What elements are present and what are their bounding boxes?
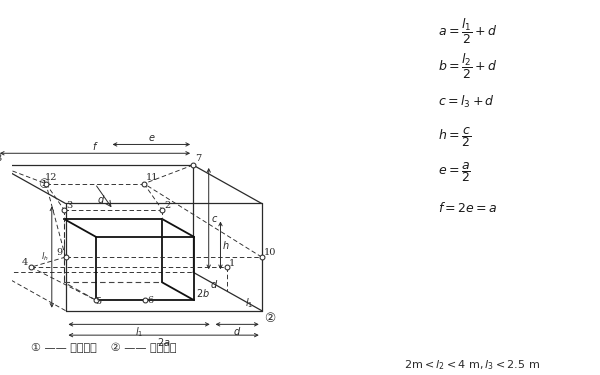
Text: ①: ① bbox=[38, 178, 50, 191]
Text: $f$: $f$ bbox=[92, 140, 98, 152]
Text: $d$: $d$ bbox=[233, 326, 241, 338]
Text: 1: 1 bbox=[229, 259, 235, 268]
Text: $b=\dfrac{l_2}{2}+d$: $b=\dfrac{l_2}{2}+d$ bbox=[438, 52, 498, 81]
Text: $2b$: $2b$ bbox=[196, 287, 210, 299]
Text: $c$: $c$ bbox=[211, 214, 218, 223]
Text: 9: 9 bbox=[57, 248, 63, 257]
Text: $h=\dfrac{c}{2}$: $h=\dfrac{c}{2}$ bbox=[438, 125, 472, 149]
Text: $c=l_3+d$: $c=l_3+d$ bbox=[438, 94, 495, 110]
Text: $d$: $d$ bbox=[97, 193, 105, 205]
Text: 7: 7 bbox=[195, 154, 201, 163]
Text: $a=\dfrac{l_1}{2}+d$: $a=\dfrac{l_1}{2}+d$ bbox=[438, 16, 497, 46]
Text: $2a$: $2a$ bbox=[157, 336, 170, 348]
Text: $f=2e=a$: $f=2e=a$ bbox=[438, 201, 498, 214]
Text: 8: 8 bbox=[0, 154, 1, 163]
Text: 6: 6 bbox=[147, 296, 153, 305]
Text: $l_1$: $l_1$ bbox=[245, 296, 253, 310]
Text: $e$: $e$ bbox=[148, 134, 155, 144]
Text: ① —— 发动机侧    ② —— 发电机侧: ① —— 发动机侧 ② —— 发电机侧 bbox=[31, 343, 177, 353]
Text: 12: 12 bbox=[45, 173, 58, 182]
Text: $l_h$: $l_h$ bbox=[41, 251, 49, 263]
Text: $h$: $h$ bbox=[223, 239, 230, 251]
Text: ②: ② bbox=[264, 312, 275, 325]
Text: $l_1$: $l_1$ bbox=[135, 326, 143, 339]
Text: $d$: $d$ bbox=[211, 278, 218, 290]
Text: 10: 10 bbox=[263, 248, 276, 257]
Text: 4: 4 bbox=[22, 258, 28, 267]
Text: 5: 5 bbox=[95, 297, 101, 306]
Text: $e=\dfrac{a}{2}$: $e=\dfrac{a}{2}$ bbox=[438, 160, 471, 184]
Text: 3: 3 bbox=[66, 201, 72, 210]
Text: 2: 2 bbox=[164, 201, 170, 210]
Text: 11: 11 bbox=[146, 173, 158, 182]
Text: $2\mathrm{m}<l_2<4\ \mathrm{m},l_3<2.5\ \mathrm{m}$: $2\mathrm{m}<l_2<4\ \mathrm{m},l_3<2.5\ … bbox=[404, 358, 540, 372]
